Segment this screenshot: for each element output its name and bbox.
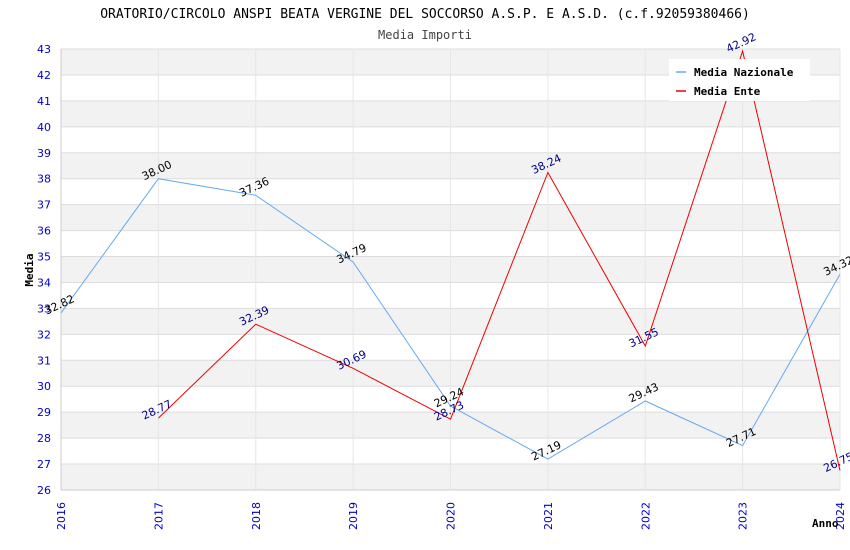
axes — [60, 49, 840, 491]
y-tick-label: 39 — [37, 147, 51, 160]
series-line-media-nazionale — [60, 178, 841, 460]
y-tick-label: 41 — [37, 95, 51, 108]
y-tick-label: 27 — [37, 458, 51, 471]
y-tick-label: 36 — [37, 225, 51, 238]
y-tick-label: 34 — [37, 276, 51, 289]
legend-label: Media Nazionale — [694, 66, 794, 79]
y-tick-label: 37 — [37, 199, 51, 212]
x-tick-label: 2022 — [639, 502, 652, 530]
x-tick-labels: 2016 2017 2018 2019 2020 2021 2022 2023 2024 — [55, 502, 847, 530]
legend-box — [669, 59, 810, 101]
y-tick-label: 26 — [37, 484, 51, 497]
x-tick-label: 2023 — [737, 502, 750, 530]
chart-subtitle: Media Importi — [378, 28, 472, 42]
y-tick-label: 33 — [37, 302, 51, 315]
legend-label: Media Ente — [694, 85, 761, 98]
y-tick-label: 30 — [37, 380, 51, 393]
chart-title: ORATORIO/CIRCOLO ANSPI BEATA VERGINE DEL… — [100, 7, 750, 22]
x-tick-label: 2019 — [347, 502, 360, 530]
y-tick-label: 35 — [37, 251, 51, 264]
legend: Media Nazionale Media Ente — [669, 59, 810, 101]
y-tick-label: 32 — [37, 328, 51, 341]
y-tick-label: 42 — [37, 69, 51, 82]
y-axis-label: Media — [23, 253, 36, 286]
x-tick-label: 2024 — [834, 502, 847, 530]
y-tick-label: 29 — [37, 406, 51, 419]
x-tick-label: 2017 — [152, 502, 165, 530]
y-tick-label: 38 — [37, 173, 51, 186]
x-tick-label: 2016 — [55, 502, 68, 530]
data-label-media-nazionale: 27.19 — [529, 438, 563, 463]
y-tick-label: 40 — [37, 121, 51, 134]
grid-lines — [60, 48, 841, 491]
y-tick-labels: 26 27 28 29 30 31 32 33 34 35 36 37 38 39 40 41 42 43 — [37, 43, 51, 497]
x-tick-label: 2020 — [445, 502, 458, 530]
x-tick-label: 2018 — [250, 502, 263, 530]
y-tick-label: 31 — [37, 354, 51, 367]
y-tick-label: 28 — [37, 432, 51, 445]
x-tick-label: 2021 — [542, 502, 555, 530]
x-axis-label: Anno — [812, 517, 839, 530]
y-tick-label: 43 — [37, 43, 51, 56]
